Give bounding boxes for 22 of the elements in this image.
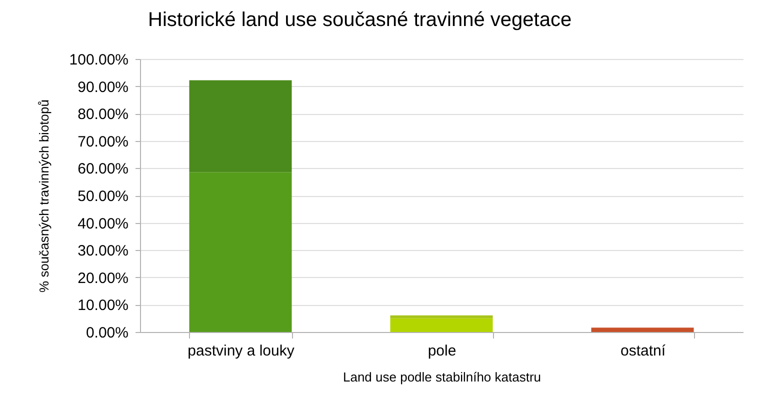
y-tick-label: 60.00%: [78, 160, 128, 178]
y-axis-title: % současných travinných biotopů: [36, 100, 52, 292]
bar: [390, 318, 493, 332]
x-tick-label: ostatní: [620, 342, 666, 360]
y-tick-label: 100.00%: [69, 52, 128, 68]
x-tick-label: pastviny a louky: [188, 342, 295, 360]
bar: [189, 80, 292, 172]
y-tick-label: 20.00%: [78, 270, 128, 287]
bar: [390, 315, 493, 318]
x-tick-label: pole: [428, 342, 456, 360]
y-tick-label: 80.00%: [78, 106, 128, 124]
y-tick-label: 70.00%: [78, 133, 128, 150]
chart-title: Historické land use současné travinné vegetace: [148, 9, 572, 31]
y-tick-label: 30.00%: [78, 242, 128, 260]
y-tick-label: 10.00%: [78, 297, 128, 314]
bar: [591, 328, 694, 332]
y-tick-label: 90.00%: [78, 78, 128, 96]
y-tick-label: 40.00%: [78, 215, 128, 232]
y-tick-label: 50.00%: [78, 188, 128, 205]
y-tick-label: 0.00%: [86, 324, 128, 342]
x-axis-title: Land use podle stabilního katastru: [342, 370, 542, 384]
bar: [189, 172, 292, 332]
